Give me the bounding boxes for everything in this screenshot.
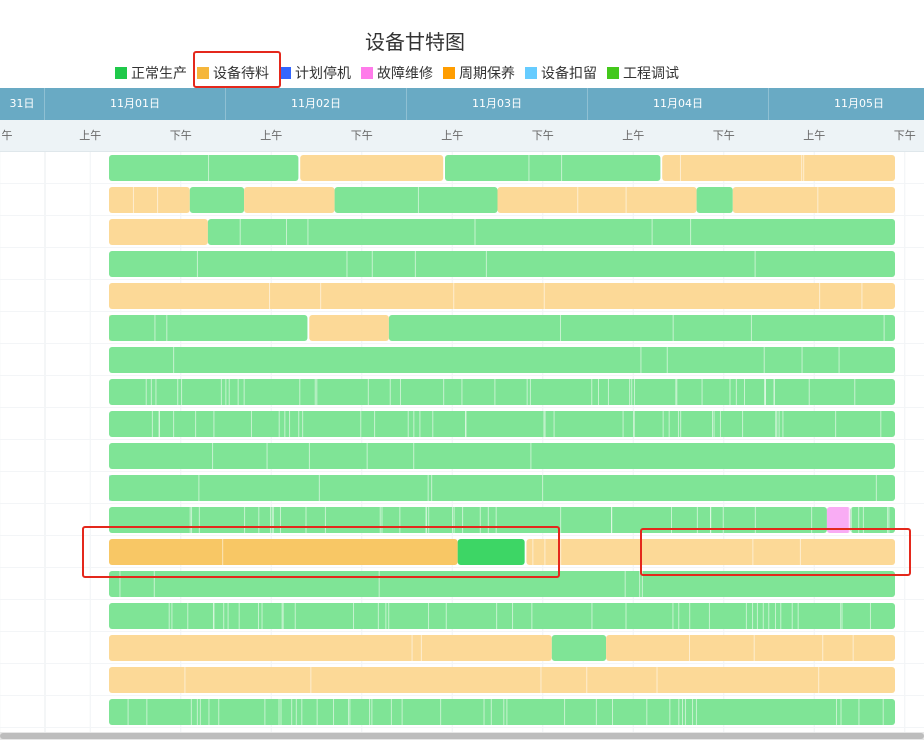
gantt-bar[interactable] [244, 187, 335, 213]
highlight-box-left [82, 526, 560, 578]
gantt-bar[interactable] [207, 219, 895, 245]
half-day-header-cell: 午 [1, 129, 13, 142]
legend-item[interactable]: 设备待料 [197, 63, 269, 83]
gantt-bar[interactable] [445, 155, 661, 181]
half-day-header-cell: 上午 [622, 129, 645, 142]
legend-swatch [115, 67, 127, 79]
legend-item[interactable]: 正常生产 [115, 63, 187, 83]
gantt-bar[interactable] [189, 187, 245, 213]
gantt-bar[interactable] [109, 539, 458, 565]
gantt-bar[interactable] [109, 603, 895, 629]
gantt-bar[interactable] [109, 347, 895, 373]
gantt-svg [0, 152, 924, 740]
gantt-bar[interactable] [497, 187, 697, 213]
legend-swatch [607, 67, 619, 79]
gantt-bar[interactable] [826, 507, 851, 533]
half-day-header-cell: 上午 [79, 129, 102, 142]
gantt-bar[interactable] [662, 155, 895, 181]
gantt-bar[interactable] [109, 475, 895, 501]
legend-label: 正常生产 [131, 66, 187, 82]
gantt-bar[interactable] [850, 507, 895, 533]
gantt-bar[interactable] [109, 251, 895, 277]
gantt-bar[interactable] [388, 315, 895, 341]
gantt-bar[interactable] [457, 539, 525, 565]
legend-label: 故障维修 [377, 66, 433, 82]
legend-item[interactable]: 设备扣留 [525, 63, 597, 83]
half-day-header-cell: 下午 [712, 129, 735, 142]
gantt-bar[interactable] [309, 315, 389, 341]
gantt-bar[interactable] [109, 411, 895, 437]
date-header-cell: 31日 [0, 88, 45, 120]
date-header-cell: 11月04日 [588, 88, 769, 120]
gantt-bar[interactable] [109, 283, 895, 309]
gantt-bar[interactable] [300, 155, 444, 181]
gantt-bar[interactable] [109, 667, 895, 693]
gantt-bar[interactable] [109, 155, 299, 181]
half-day-header-cell: 下午 [169, 129, 192, 142]
date-header-cell: 11月01日 [45, 88, 226, 120]
gantt-bar[interactable] [696, 187, 733, 213]
legend-label: 周期保养 [459, 66, 515, 82]
legend-label: 设备扣留 [541, 66, 597, 82]
horizontal-scrollbar-thumb[interactable] [0, 733, 924, 739]
legend-item[interactable]: 计划停机 [279, 63, 351, 83]
gantt-bar[interactable] [109, 315, 308, 341]
legend-swatch [279, 67, 291, 79]
legend-item[interactable]: 故障维修 [361, 63, 433, 83]
half-day-header-cell: 上午 [803, 129, 826, 142]
gantt-bar[interactable] [732, 187, 895, 213]
gantt-bar[interactable] [109, 187, 190, 213]
legend: 正常生产 设备待料 计划停机 故障维修 周期保养 设备扣留 工程调试 [115, 63, 689, 83]
legend-label: 计划停机 [295, 66, 351, 82]
gantt-bar[interactable] [526, 539, 895, 565]
gantt-bar[interactable] [334, 187, 498, 213]
half-day-header-cell: 上午 [441, 129, 464, 142]
legend-item[interactable]: 周期保养 [443, 63, 515, 83]
legend-label: 工程调试 [623, 66, 679, 82]
chart-title: 设备甘特图 [365, 30, 465, 54]
half-day-header-row: 午 上午 下午 上午 下午 上午 下午 上午 下午 上午 下午 [0, 120, 924, 152]
gantt-bar[interactable] [109, 379, 895, 405]
date-header-row: 31日 11月01日 11月02日 11月03日 11月04日 11月05日 [0, 88, 924, 120]
legend-swatch [443, 67, 455, 79]
half-day-header-cell: 下午 [350, 129, 373, 142]
legend-swatch [361, 67, 373, 79]
legend-highlight-box [193, 51, 281, 88]
gantt-bar[interactable] [109, 443, 895, 469]
date-header-cell: 11月03日 [407, 88, 588, 120]
highlight-box-right [640, 528, 911, 576]
gantt-bar[interactable] [109, 699, 895, 725]
half-day-header-cell: 下午 [531, 129, 554, 142]
half-day-header-cell: 上午 [260, 129, 283, 142]
gantt-bar[interactable] [109, 219, 208, 245]
legend-label: 设备待料 [213, 66, 269, 82]
half-day-header-cell: 下午 [893, 129, 916, 142]
gantt-body[interactable] [0, 152, 924, 740]
gantt-bar[interactable] [606, 635, 895, 661]
legend-item[interactable]: 工程调试 [607, 63, 679, 83]
date-header-cell: 11月05日 [769, 88, 924, 120]
date-header-cell: 11月02日 [226, 88, 407, 120]
legend-swatch [525, 67, 537, 79]
gantt-bar[interactable] [109, 635, 552, 661]
gantt-bar[interactable] [551, 635, 607, 661]
legend-swatch [197, 67, 209, 79]
